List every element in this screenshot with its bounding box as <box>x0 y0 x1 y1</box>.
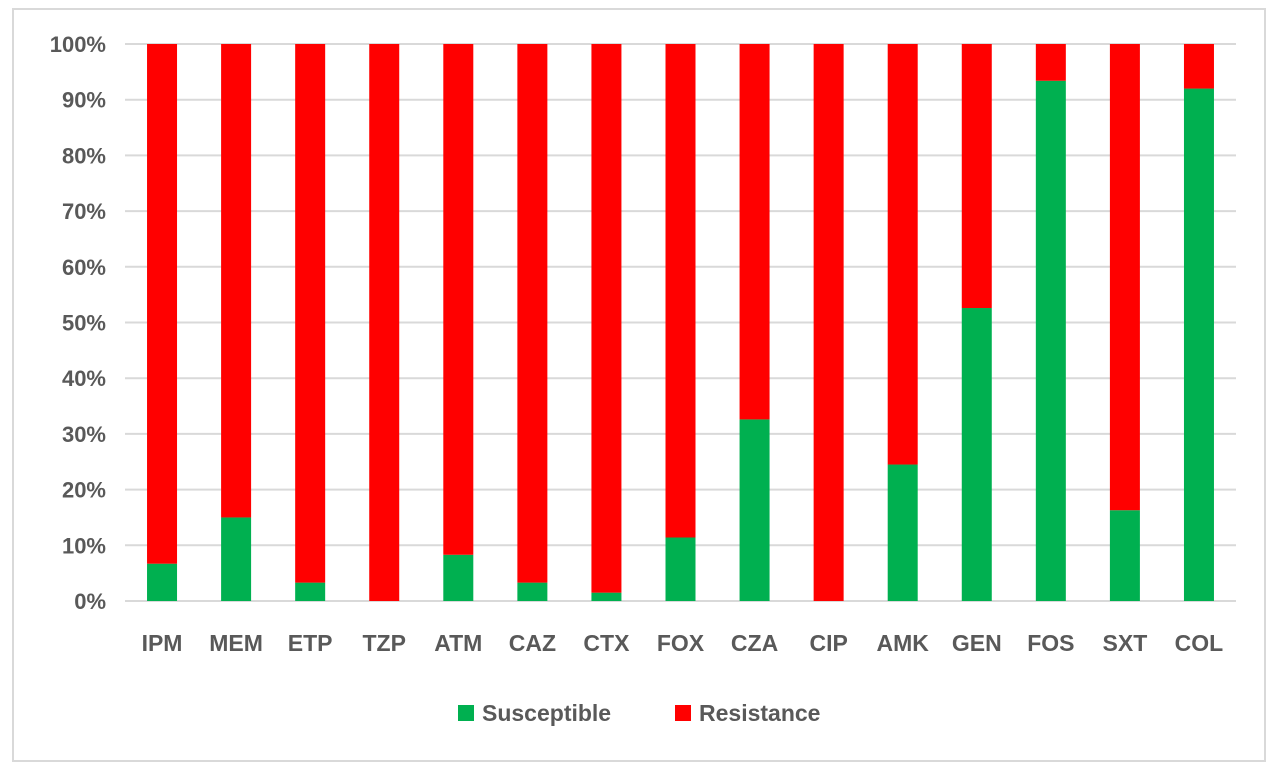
bar-resistance-mem[interactable] <box>221 44 252 518</box>
y-tick-label: 40% <box>62 366 106 391</box>
bar-resistance-tzp[interactable] <box>369 44 400 601</box>
bar-resistance-fox[interactable] <box>665 44 696 538</box>
bar-susceptible-gen[interactable] <box>961 308 992 601</box>
y-tick-label: 0% <box>74 589 106 614</box>
bars <box>147 44 1214 601</box>
y-tick-label: 50% <box>62 311 106 336</box>
bar-susceptible-amk[interactable] <box>887 464 918 601</box>
legend[interactable]: Susceptible Resistance <box>458 700 820 726</box>
bar-resistance-col[interactable] <box>1183 44 1214 89</box>
x-tick-label: ETP <box>288 630 333 656</box>
bar-susceptible-ctx[interactable] <box>591 592 622 601</box>
bar-susceptible-cza[interactable] <box>739 419 770 601</box>
x-tick-label: ATM <box>434 630 482 656</box>
y-tick-label: 80% <box>62 143 106 168</box>
x-tick-label: COL <box>1175 630 1224 656</box>
bar-susceptible-sxt[interactable] <box>1109 510 1140 601</box>
y-tick-label: 10% <box>62 533 106 558</box>
x-axis-ticks: IPM MEM ETP TZP ATM CAZ CTX FOX CZA CIP AMK GEN FOS S… <box>142 630 1224 656</box>
x-tick-label: CZA <box>731 630 778 656</box>
y-axis-ticks: 0% 10% 20% 30% 40% 50% 60% 70% 80% 90% 100% <box>50 32 106 614</box>
bar-resistance-etp[interactable] <box>295 44 326 583</box>
legend-swatch-susceptible[interactable] <box>458 705 474 721</box>
y-tick-label: 90% <box>62 88 106 113</box>
bar-resistance-atm[interactable] <box>443 44 474 555</box>
y-tick-label: 60% <box>62 255 106 280</box>
y-tick-label: 100% <box>50 32 106 57</box>
y-tick-label: 20% <box>62 478 106 503</box>
bar-resistance-amk[interactable] <box>887 44 918 465</box>
legend-swatch-resistance[interactable] <box>675 705 691 721</box>
legend-label-susceptible[interactable]: Susceptible <box>482 700 611 726</box>
bar-resistance-fos[interactable] <box>1035 44 1066 81</box>
x-tick-label: CIP <box>809 630 847 656</box>
bar-resistance-ipm[interactable] <box>147 44 178 564</box>
x-tick-label: CAZ <box>509 630 556 656</box>
x-tick-label: FOX <box>657 630 705 656</box>
x-tick-label: GEN <box>952 630 1002 656</box>
bar-resistance-sxt[interactable] <box>1109 44 1140 511</box>
bar-susceptible-col[interactable] <box>1183 88 1214 601</box>
y-tick-label: 30% <box>62 422 106 447</box>
bar-resistance-cza[interactable] <box>739 44 770 420</box>
bar-susceptible-ipm[interactable] <box>147 563 178 601</box>
bar-resistance-caz[interactable] <box>517 44 548 583</box>
x-tick-label: AMK <box>877 630 930 656</box>
x-tick-label: FOS <box>1027 630 1074 656</box>
bar-susceptible-fox[interactable] <box>665 537 696 601</box>
x-tick-label: CTX <box>583 630 630 656</box>
bar-resistance-gen[interactable] <box>961 44 992 309</box>
x-tick-label: MEM <box>209 630 263 656</box>
x-tick-label: IPM <box>142 630 183 656</box>
bar-susceptible-caz[interactable] <box>517 582 548 601</box>
bar-resistance-cip[interactable] <box>813 44 844 601</box>
x-tick-label: SXT <box>1103 630 1148 656</box>
bar-susceptible-atm[interactable] <box>443 554 474 601</box>
bar-resistance-ctx[interactable] <box>591 44 622 593</box>
bar-susceptible-etp[interactable] <box>295 582 326 601</box>
bar-susceptible-fos[interactable] <box>1035 80 1066 601</box>
bar-susceptible-mem[interactable] <box>221 517 252 601</box>
y-tick-label: 70% <box>62 199 106 224</box>
x-tick-label: TZP <box>363 630 406 656</box>
legend-label-resistance[interactable]: Resistance <box>699 700 820 726</box>
